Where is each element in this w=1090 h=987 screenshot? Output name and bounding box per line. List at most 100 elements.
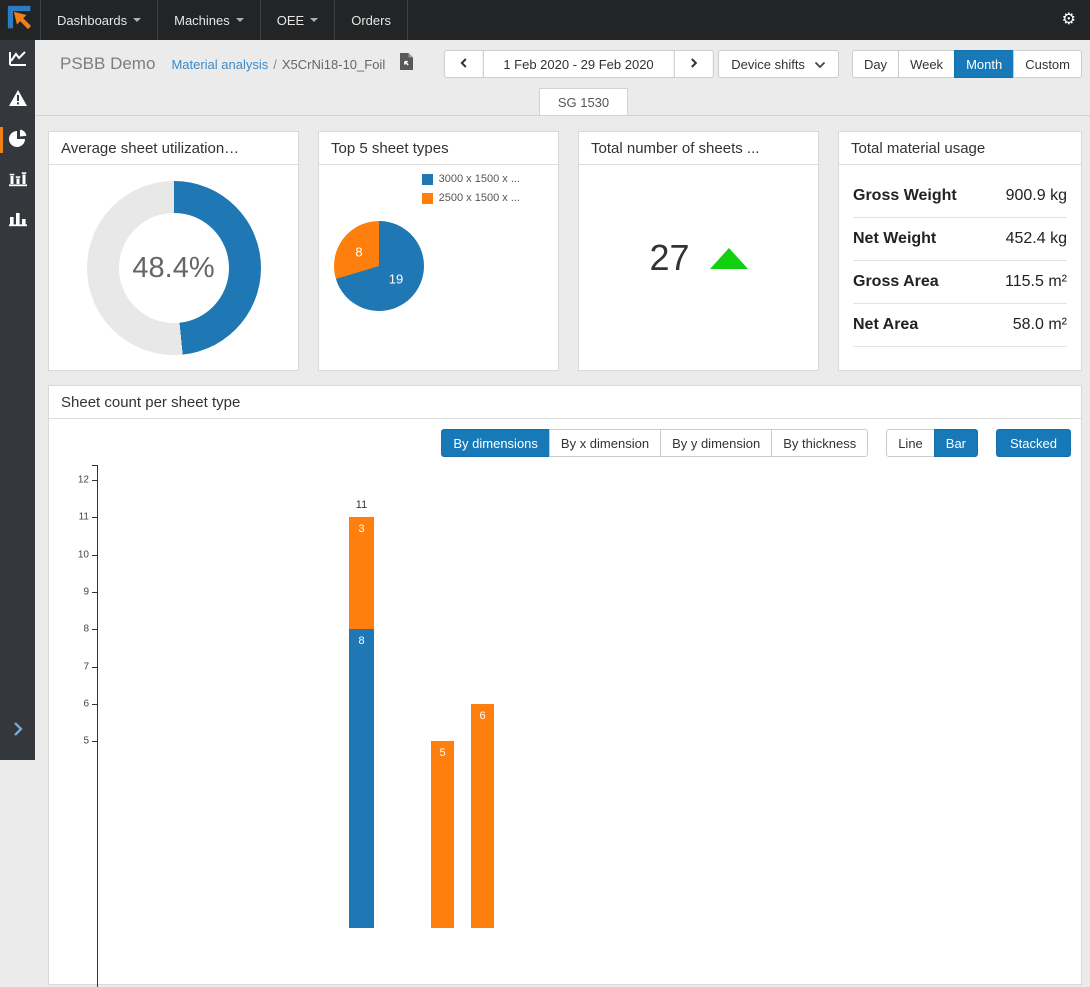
nav-label: OEE (276, 12, 305, 28)
bar-chart-icon (8, 209, 28, 232)
y-axis-tick (92, 554, 98, 556)
main-content: PSBB Demo Material analysis / X5CrNi18-1… (35, 40, 1090, 987)
chart-type-line-button[interactable]: Line (886, 429, 935, 457)
y-axis-line (97, 465, 98, 987)
total-sheets-value: 27 (649, 237, 690, 278)
machine-tabbar: SG 1530 (35, 88, 1090, 116)
nav-item-dashboards[interactable]: Dashboards (40, 0, 159, 40)
chevron-left-icon (458, 57, 468, 72)
bar-segment (431, 741, 454, 928)
filter-by-dimensions-button[interactable]: By dimensions (441, 429, 550, 457)
sheet-count-chart-card: Sheet count per sheet type By dimensions… (48, 385, 1082, 987)
bar-segment (349, 629, 374, 928)
row-value: 900.9 kg (1005, 187, 1067, 204)
y-axis-tick-label: 9 (83, 586, 89, 598)
date-prev-button[interactable] (443, 50, 484, 78)
y-axis-tick-label: 6 (83, 698, 89, 710)
legend-item: 3000 x 1500 x ... (421, 173, 520, 185)
pie-legend: 3000 x 1500 x ... 2500 x 1500 x ... (421, 173, 520, 204)
pie-chart-icon (8, 129, 27, 152)
row-value: 452.4 kg (1005, 230, 1067, 247)
warning-triangle-icon (8, 89, 28, 112)
y-axis-tick (92, 703, 98, 705)
filter-by-y-dimension-button[interactable]: By y dimension (660, 429, 773, 457)
chevron-down-icon (133, 18, 142, 22)
sidebar-item-trend-chart[interactable] (0, 40, 35, 80)
period-month-button[interactable]: Month (954, 50, 1015, 78)
y-axis-tick (92, 480, 98, 481)
y-axis-tick (92, 741, 98, 743)
card-top5-sheet-types: Top 5 sheet types 3000 x 1500 x ... 2500… (318, 131, 559, 371)
chevron-down-icon (235, 18, 244, 22)
nav-label: Dashboards (57, 12, 128, 28)
chart-type-group: Line Bar (886, 429, 979, 457)
chart-card-title: Sheet count per sheet type (49, 386, 1081, 419)
document-export-icon (399, 52, 414, 76)
sidebar-item-bar-chart[interactable] (0, 200, 35, 240)
settings-gear-icon[interactable]: ⚙ (1061, 9, 1076, 28)
nav-item-machines[interactable]: Machines (158, 0, 261, 40)
legend-label: 3000 x 1500 x ... (438, 173, 520, 185)
y-axis-tick (92, 629, 98, 631)
period-week-button[interactable]: Week (898, 50, 956, 78)
trend-up-icon (709, 247, 748, 269)
table-row: Gross Weight 900.9 kg (853, 175, 1067, 218)
app-logo[interactable] (0, 0, 40, 40)
y-axis-tick-label: 11 (78, 511, 89, 523)
card-average-sheet-utilization: Average sheet utilization… 48.4% (48, 131, 299, 371)
pie-slice-value: 19 (388, 271, 404, 287)
period-custom-button[interactable]: Custom (1013, 50, 1082, 78)
breadcrumb: Material analysis / X5CrNi18-10_Foil (171, 57, 385, 72)
y-axis-tick (92, 666, 98, 668)
line-chart-icon (8, 49, 28, 72)
top-navbar: Dashboards Machines OEE Orders ⚙ (0, 0, 1090, 40)
nav-label: Orders (351, 12, 391, 28)
bar-segment-label: 3 (358, 523, 365, 536)
bar-segment-label: 8 (358, 635, 365, 648)
nav-item-orders[interactable]: Orders (335, 0, 408, 40)
breadcrumb-current: X5CrNi18-10_Foil (281, 56, 386, 72)
chevron-right-icon (12, 722, 24, 741)
bar-segment (471, 703, 494, 928)
chart-toolbar: By dimensions By x dimension By y dimens… (49, 419, 1081, 457)
table-row: Net Weight 452.4 kg (853, 218, 1067, 261)
period-button-group: Day Week Month Custom (851, 50, 1082, 78)
nav-item-oee[interactable]: OEE (261, 0, 336, 40)
sidebar-item-grouped-bars[interactable] (0, 160, 35, 200)
pie-slice-value: 8 (355, 244, 363, 260)
y-axis-tick-label: 7 (83, 661, 89, 672)
period-day-button[interactable]: Day (851, 50, 900, 78)
row-label: Net Area (853, 316, 919, 333)
stacked-toggle-button[interactable]: Stacked (996, 429, 1071, 457)
date-range-label[interactable]: 1 Feb 2020 - 29 Feb 2020 (482, 50, 675, 78)
row-value: 115.5 m² (1005, 273, 1067, 290)
grouped-bar-chart-icon (8, 169, 28, 192)
chevron-down-icon (814, 57, 826, 72)
chevron-right-icon (689, 57, 699, 72)
breadcrumb-section-link[interactable]: Material analysis (171, 56, 269, 72)
card-title: Average sheet utilization… (49, 132, 298, 165)
bar-chart-plot: 12 11 10 9 8 7 6 5 11 3 8 5 6 (49, 457, 1081, 987)
date-next-button[interactable] (673, 50, 714, 78)
legend-label: 2500 x 1500 x ... (438, 192, 520, 204)
table-row: Net Area 58.0 m² (853, 304, 1067, 347)
row-label: Net Weight (853, 230, 937, 247)
filter-by-x-dimension-button[interactable]: By x dimension (548, 429, 662, 457)
device-shifts-dropdown[interactable]: Device shifts (718, 50, 839, 78)
kpi-cards-row: Average sheet utilization… 48.4% Top 5 s… (48, 131, 1082, 371)
row-value: 58.0 m² (1012, 316, 1067, 333)
tab-sg-1530[interactable]: SG 1530 (538, 88, 629, 115)
chevron-down-icon (310, 18, 319, 22)
chart-type-bar-button[interactable]: Bar (933, 429, 979, 457)
y-axis-cap (92, 465, 98, 466)
card-total-material-usage: Total material usage Gross Weight 900.9 … (838, 131, 1082, 371)
sidebar-expand-button[interactable] (12, 721, 24, 742)
sidebar-item-alerts[interactable] (0, 80, 35, 120)
utilization-donut-chart: 48.4% (86, 181, 261, 355)
export-report-button[interactable] (399, 52, 414, 76)
row-label: Gross Weight (853, 187, 957, 204)
dimension-filter-group: By dimensions By x dimension By y dimens… (441, 429, 869, 457)
filter-by-thickness-button[interactable]: By thickness (771, 429, 869, 457)
sidebar-item-material-analysis[interactable] (0, 120, 35, 160)
material-usage-table: Gross Weight 900.9 kg Net Weight 452.4 k… (839, 165, 1081, 347)
